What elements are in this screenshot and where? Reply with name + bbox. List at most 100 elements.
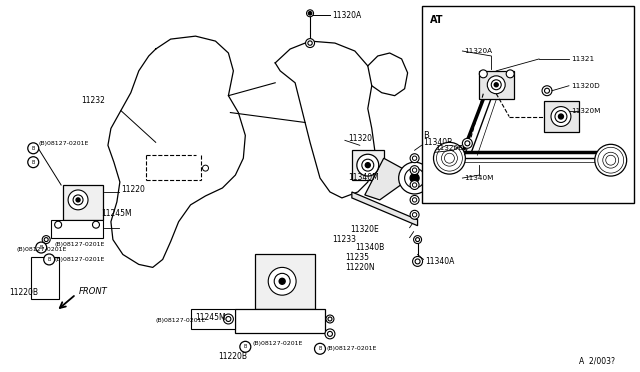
- Text: B: B: [31, 160, 35, 165]
- Circle shape: [36, 242, 47, 253]
- Circle shape: [555, 110, 567, 122]
- Circle shape: [308, 12, 312, 15]
- FancyBboxPatch shape: [422, 6, 634, 203]
- Circle shape: [68, 190, 88, 210]
- Circle shape: [412, 183, 417, 187]
- Circle shape: [412, 156, 417, 160]
- Text: (B)08127-0201E: (B)08127-0201E: [54, 257, 104, 262]
- Text: 11340A: 11340A: [426, 257, 455, 266]
- Text: (B)08127-0201E: (B)08127-0201E: [327, 346, 378, 351]
- Text: AT: AT: [429, 15, 443, 25]
- Circle shape: [440, 148, 460, 168]
- Text: 11220: 11220: [121, 186, 145, 195]
- Circle shape: [545, 88, 550, 93]
- Circle shape: [240, 341, 251, 352]
- Circle shape: [601, 150, 621, 170]
- Circle shape: [436, 145, 462, 171]
- Circle shape: [465, 141, 470, 146]
- Text: (B)08127-0201E: (B)08127-0201E: [54, 242, 104, 247]
- Circle shape: [605, 155, 616, 165]
- Circle shape: [42, 235, 50, 244]
- Text: B: B: [244, 344, 247, 349]
- Circle shape: [415, 259, 420, 264]
- Circle shape: [410, 210, 419, 219]
- Circle shape: [399, 162, 431, 194]
- Circle shape: [412, 168, 417, 172]
- Circle shape: [28, 157, 39, 168]
- Circle shape: [559, 114, 563, 119]
- Polygon shape: [365, 158, 415, 200]
- Circle shape: [73, 195, 83, 205]
- FancyBboxPatch shape: [352, 150, 384, 180]
- Text: 11233: 11233: [332, 235, 356, 244]
- FancyBboxPatch shape: [31, 257, 59, 299]
- FancyBboxPatch shape: [191, 309, 236, 329]
- Circle shape: [365, 163, 371, 168]
- Circle shape: [494, 83, 498, 87]
- Circle shape: [268, 267, 296, 295]
- Circle shape: [410, 174, 419, 183]
- Circle shape: [328, 317, 332, 321]
- Text: (B)08127-0201E: (B)08127-0201E: [17, 247, 67, 252]
- Text: B: B: [40, 245, 43, 250]
- Circle shape: [415, 238, 420, 241]
- Circle shape: [326, 315, 334, 323]
- Circle shape: [433, 142, 465, 174]
- Text: 11340M: 11340M: [348, 173, 379, 182]
- Circle shape: [362, 159, 374, 171]
- Circle shape: [444, 153, 454, 163]
- Text: (B)08127-0201E: (B)08127-0201E: [252, 341, 303, 346]
- Text: 11320: 11320: [348, 134, 372, 143]
- Circle shape: [307, 10, 314, 17]
- Circle shape: [328, 331, 332, 336]
- Circle shape: [44, 238, 48, 241]
- Text: A  2/003?: A 2/003?: [579, 356, 615, 365]
- Text: 11340B: 11340B: [424, 138, 452, 147]
- Text: 11245M: 11245M: [196, 312, 226, 321]
- Circle shape: [305, 39, 314, 48]
- Text: 11320M: 11320M: [571, 108, 600, 113]
- Circle shape: [462, 138, 472, 148]
- Circle shape: [308, 41, 312, 45]
- Circle shape: [492, 80, 501, 90]
- Circle shape: [487, 76, 505, 94]
- Circle shape: [226, 317, 231, 321]
- Circle shape: [551, 107, 571, 126]
- FancyBboxPatch shape: [51, 220, 103, 238]
- Circle shape: [76, 198, 80, 202]
- Circle shape: [44, 254, 54, 265]
- Text: B: B: [318, 346, 322, 351]
- Circle shape: [598, 147, 623, 173]
- Text: 11321: 11321: [571, 56, 594, 62]
- Circle shape: [442, 150, 458, 166]
- Text: 11320E: 11320E: [350, 225, 379, 234]
- Circle shape: [404, 168, 424, 188]
- Circle shape: [314, 343, 326, 354]
- Circle shape: [93, 221, 99, 228]
- Circle shape: [595, 144, 627, 176]
- FancyBboxPatch shape: [544, 101, 579, 132]
- Circle shape: [412, 198, 417, 202]
- Circle shape: [506, 70, 514, 78]
- Circle shape: [28, 143, 39, 154]
- Circle shape: [274, 273, 290, 289]
- Circle shape: [542, 86, 552, 96]
- Circle shape: [410, 166, 419, 174]
- Circle shape: [479, 70, 487, 78]
- Polygon shape: [352, 192, 417, 226]
- FancyBboxPatch shape: [255, 254, 315, 309]
- Text: 11320D: 11320D: [571, 83, 600, 89]
- Text: 11220B: 11220B: [218, 352, 248, 361]
- Circle shape: [445, 154, 454, 163]
- FancyBboxPatch shape: [479, 71, 514, 99]
- Circle shape: [603, 152, 619, 168]
- Text: 11340B: 11340B: [355, 243, 384, 252]
- Text: 11232: 11232: [81, 96, 105, 105]
- Circle shape: [410, 195, 419, 204]
- Circle shape: [413, 256, 422, 266]
- Circle shape: [413, 235, 422, 244]
- Text: B: B: [47, 257, 51, 262]
- Circle shape: [410, 154, 419, 163]
- FancyBboxPatch shape: [63, 185, 103, 220]
- Text: 11320A: 11320A: [332, 11, 361, 20]
